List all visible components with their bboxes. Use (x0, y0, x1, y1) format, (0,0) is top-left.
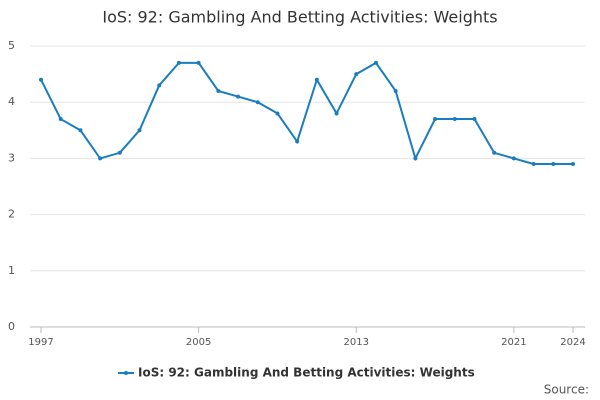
point (571, 162, 575, 167)
x-tick-label: 2005 (186, 337, 211, 348)
point (176, 60, 181, 65)
x-tick-label: 2021 (501, 337, 526, 348)
point (314, 77, 319, 82)
point (334, 111, 339, 116)
series-line (40, 61, 573, 166)
point (98, 156, 103, 161)
x-tick-label: 2013 (344, 337, 369, 348)
point (393, 88, 398, 93)
point (275, 111, 280, 116)
point (255, 100, 260, 105)
point (551, 162, 556, 167)
point (137, 128, 142, 133)
point (58, 117, 63, 122)
y-tick-label: 5 (8, 39, 15, 52)
point (452, 117, 457, 122)
x-tick-label: 2024 (560, 337, 585, 348)
point (511, 156, 516, 161)
y-tick-label: 4 (8, 95, 15, 108)
point (354, 72, 359, 77)
y-tick-label: 3 (8, 151, 15, 164)
point (39, 77, 43, 82)
point (78, 128, 83, 133)
y-tick-label: 0 (8, 320, 15, 333)
point (531, 162, 536, 167)
point (157, 83, 162, 88)
point (295, 139, 300, 144)
point (196, 60, 201, 65)
legend-label: IoS: 92: Gambling And Betting Activities… (138, 366, 475, 380)
point (117, 150, 122, 155)
point (236, 94, 241, 99)
x-tick-label: 1997 (28, 337, 53, 348)
y-tick-label: 2 (8, 208, 15, 221)
y-tick-label: 1 (8, 264, 15, 277)
point (216, 88, 221, 93)
point (472, 117, 477, 122)
point (373, 60, 378, 65)
chart-title: IoS: 92: Gambling And Betting Activities… (102, 8, 497, 27)
point (433, 117, 438, 122)
point (492, 150, 497, 155)
point (413, 156, 418, 161)
legend-marker (124, 371, 128, 375)
source: Source: (544, 383, 589, 397)
